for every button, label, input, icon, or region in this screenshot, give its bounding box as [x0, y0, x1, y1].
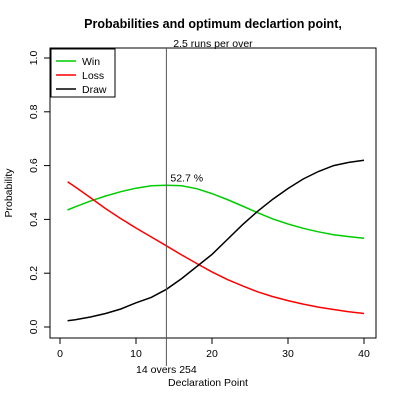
chart-title: Probabilities and optimum declartion poi…: [84, 17, 342, 31]
x-tick-label: 20: [206, 348, 218, 360]
series-win-line: [67, 184, 365, 239]
chart-subtitle: 2.5 runs per over: [173, 38, 253, 50]
y-tick-label: 0.2: [28, 266, 40, 281]
y-tick-label: 0.6: [28, 158, 40, 173]
x-tick-label: 10: [130, 348, 142, 360]
y-tick-label: 0.4: [28, 212, 40, 227]
legend: Win Loss Draw: [50, 48, 116, 98]
legend-label-win: Win: [82, 56, 100, 68]
plot-frame: [49, 47, 377, 339]
y-tick-label: 0.8: [28, 104, 40, 119]
x-tick-label: 40: [358, 348, 370, 360]
y-tick-label: 0.0: [28, 320, 40, 335]
legend-label-loss: Loss: [82, 70, 104, 82]
y-axis-label: Probability: [3, 168, 15, 218]
x-axis-label: Declaration Point: [168, 377, 248, 389]
series-loss-line: [67, 181, 365, 315]
x-tick-label: 30: [282, 348, 294, 360]
series-draw-line: [67, 159, 365, 322]
y-tick-label: 1.0: [28, 51, 40, 66]
legend-label-draw: Draw: [82, 84, 107, 96]
x-axis: 0 10 20 30 40: [57, 338, 370, 360]
x-tick-label: 0: [57, 348, 63, 360]
y-axis: 0.0 0.2 0.4 0.6 0.8 1.0: [28, 51, 50, 335]
peak-win-annotation: 52.7 %: [170, 172, 203, 184]
series-layer: [67, 159, 365, 322]
optimum-declaration-label: 14 overs 254: [136, 364, 197, 376]
